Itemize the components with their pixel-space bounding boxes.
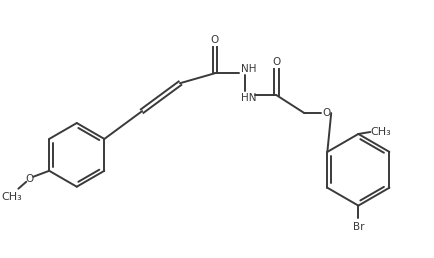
Text: O: O bbox=[25, 174, 33, 184]
Text: CH₃: CH₃ bbox=[1, 192, 22, 202]
Text: NH: NH bbox=[241, 64, 256, 74]
Text: Br: Br bbox=[352, 222, 364, 231]
Text: O: O bbox=[210, 35, 219, 45]
Text: HN: HN bbox=[241, 93, 256, 103]
Text: O: O bbox=[273, 57, 281, 67]
Text: O: O bbox=[322, 108, 330, 118]
Text: CH₃: CH₃ bbox=[370, 127, 391, 137]
